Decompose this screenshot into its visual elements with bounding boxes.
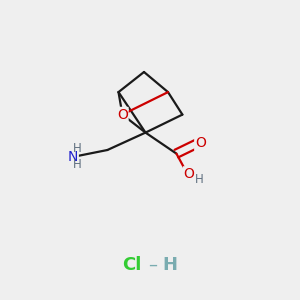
Text: –: – — [148, 256, 158, 274]
Text: O: O — [184, 167, 194, 181]
Text: N: N — [68, 150, 78, 164]
Text: O: O — [195, 136, 206, 150]
Text: O: O — [117, 108, 128, 122]
Text: Cl: Cl — [122, 256, 142, 274]
Text: H: H — [73, 142, 82, 155]
Text: H: H — [162, 256, 177, 274]
Text: H: H — [195, 173, 204, 186]
Text: H: H — [73, 158, 82, 172]
